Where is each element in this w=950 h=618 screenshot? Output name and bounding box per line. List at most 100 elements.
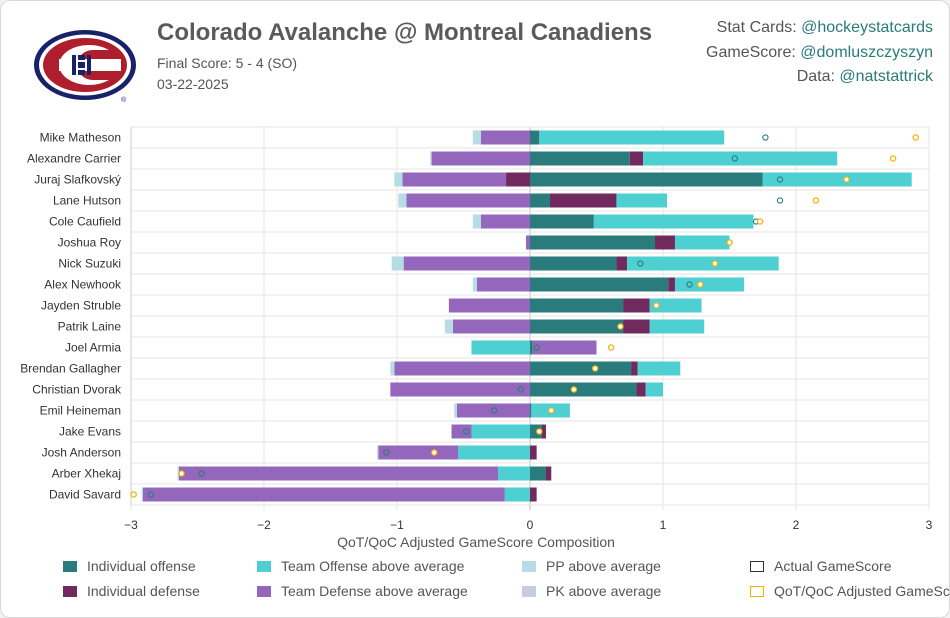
bar-ind-def [655, 235, 675, 250]
bar-team-def [431, 151, 530, 166]
bar-ind-def [631, 361, 638, 376]
bar-ind-off [530, 382, 637, 397]
adjusted-gamescore-marker [430, 449, 438, 456]
registered-mark: ® [121, 96, 127, 104]
bar-team-def [456, 403, 530, 418]
credit-label: Stat Cards: [716, 19, 797, 36]
bar-team-def [403, 256, 530, 271]
game-date: 03-22-2025 [157, 76, 229, 92]
actual-gamescore-marker [536, 365, 543, 372]
adjusted-gamescore-marker [653, 302, 660, 309]
legend-label: Team Offense above average [281, 558, 465, 574]
player-name-label: Patrik Laine [58, 320, 122, 334]
bar-ind-def [616, 256, 628, 271]
player-name-label: Nick Suzuki [58, 257, 121, 271]
bar-pp [430, 151, 432, 166]
final-score: Final Score: 5 - 4 (SO) [157, 55, 298, 71]
legend-swatch [750, 561, 764, 572]
legend-label: QoT/QoC Adjusted GameScore [774, 583, 950, 599]
player-name-label: Alex Newhook [44, 278, 122, 292]
actual-gamescore-marker [147, 491, 155, 498]
x-tick-label: −3 [124, 518, 138, 532]
bar-ind-off [530, 172, 763, 187]
page-title: Colorado Avalanche @ Montreal Canadiens [157, 19, 653, 46]
bar-team-def [480, 130, 530, 145]
adjusted-gamescore-marker [696, 281, 704, 288]
bars [141, 130, 912, 502]
bar-pp [472, 277, 477, 292]
x-tick-label: 0 [527, 518, 534, 532]
actual-gamescore-marker [517, 386, 524, 393]
bar-team-off [593, 214, 754, 229]
legend-swatch [257, 561, 271, 572]
bar-ind-def [530, 487, 537, 502]
grid [130, 126, 930, 510]
montreal-canadiens-logo: ® [34, 30, 136, 104]
player-name-label: Lane Hutson [53, 194, 121, 208]
bar-team-off [637, 361, 681, 376]
bar-pp [472, 130, 481, 145]
actual-gamescore-marker [463, 428, 470, 435]
bar-team-off [649, 298, 702, 313]
bar-team-def [476, 277, 530, 292]
bar-pp [390, 361, 395, 376]
bar-team-off [539, 130, 725, 145]
bar-team-off [498, 466, 530, 481]
actual-gamescore-marker [776, 197, 784, 204]
bar-ind-def [623, 298, 650, 313]
credit-handle-link[interactable]: @natstattrick [839, 68, 933, 85]
legend-swatch [63, 586, 77, 597]
bar-ind-off [530, 403, 532, 418]
x-tick-label: 1 [660, 518, 667, 532]
bar-team-off [471, 340, 530, 355]
bar-ind-off [530, 256, 617, 271]
bar-ind-def [636, 382, 646, 397]
bar-team-def [178, 466, 499, 481]
bar-ind-off [530, 424, 542, 439]
credit-stat-cards: Stat Cards: @hockeystatcards [717, 19, 933, 37]
credit-handle-link[interactable]: @domluszczyszyn [800, 44, 933, 61]
adjusted-gamescore-marker [726, 239, 733, 246]
bar-ind-def [549, 193, 617, 208]
bar-team-def [402, 172, 507, 187]
legend-label: Individual defense [87, 583, 200, 599]
bar-pp [377, 445, 379, 460]
bar-team-off [645, 382, 663, 397]
player-name-label: Alexandre Carrier [27, 152, 121, 166]
actual-gamescore-marker [198, 470, 205, 477]
bar-team-off [762, 172, 912, 187]
player-name-label: Brendan Gallagher [20, 362, 121, 376]
actual-gamescore-marker [383, 449, 390, 456]
bar-team-def [394, 361, 530, 376]
player-name-label: Juraj Slafkovský [34, 173, 121, 187]
credit-label: GameScore: [706, 44, 796, 61]
bar-team-off [627, 256, 779, 271]
bar-ind-off [530, 277, 669, 292]
bar-team-off [458, 445, 530, 460]
bar-team-off [504, 487, 530, 502]
legend-swatch [257, 586, 271, 597]
actual-gamescore-marker [731, 155, 738, 162]
adjusted-gamescore-marker [570, 386, 578, 393]
bar-team-def [406, 193, 530, 208]
credit-handle-link[interactable]: @hockeystatcards [801, 19, 933, 36]
adjusted-gamescore-marker [130, 491, 137, 498]
adjusted-gamescore-marker [812, 197, 820, 204]
bar-ind-def [629, 151, 644, 166]
adjusted-gamescore-marker [912, 134, 919, 141]
bar-ind-off [530, 130, 540, 145]
adjusted-gamescore-marker [617, 323, 624, 330]
bar-team-def [378, 445, 459, 460]
bar-ind-off [530, 319, 624, 334]
bar-team-def [448, 298, 530, 313]
bar-team-def [532, 340, 597, 355]
credit-label: Data: [796, 68, 835, 85]
legend-swatch [750, 586, 764, 597]
player-name-label: Jayden Struble [41, 299, 121, 313]
bar-ind-off [530, 466, 546, 481]
adjusted-gamescore-marker [607, 344, 615, 351]
bar-ind-def [530, 445, 537, 460]
bar-team-def [142, 487, 505, 502]
bar-team-off [649, 319, 705, 334]
